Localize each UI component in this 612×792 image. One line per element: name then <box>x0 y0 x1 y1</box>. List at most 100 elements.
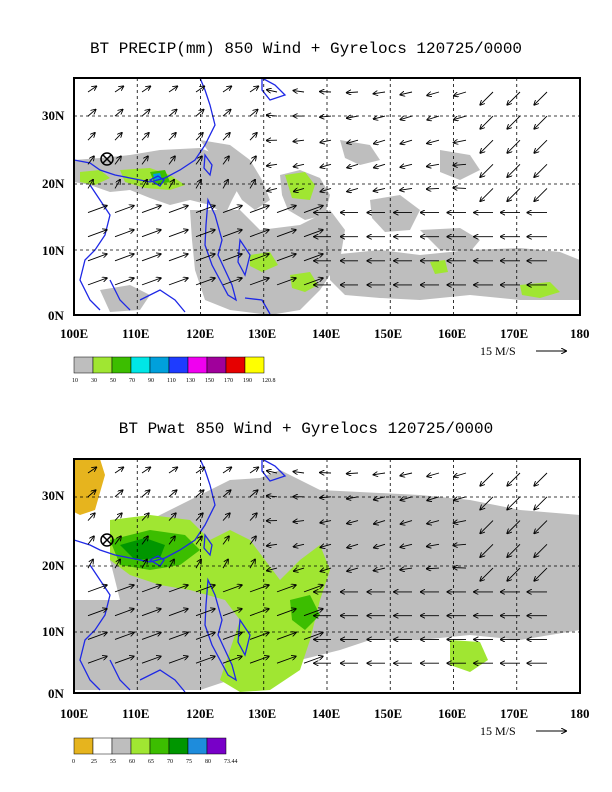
wind-vector <box>195 156 202 165</box>
wind-vector <box>276 278 296 286</box>
wind-vector <box>249 110 258 117</box>
lon-label: 130E <box>248 326 276 341</box>
wind-vector <box>400 568 413 570</box>
wind-vector <box>195 490 204 498</box>
lon-label: 150E <box>374 326 402 341</box>
legend-label: 80 <box>205 759 211 765</box>
wind-vector <box>222 110 231 117</box>
lon-label: 100E <box>60 706 88 721</box>
wind-vector <box>347 544 359 547</box>
legend-label: 90 <box>148 378 154 384</box>
wind-vector <box>249 230 269 238</box>
wind-vector <box>195 133 203 141</box>
wind-vector <box>320 521 332 523</box>
legend-swatch <box>130 356 151 374</box>
lon-label: 140E <box>312 326 340 341</box>
wind-vector <box>195 609 215 617</box>
lon-label: 120E <box>186 326 214 341</box>
wind-vector <box>114 110 123 117</box>
legend-label: 60 <box>129 759 135 765</box>
wind-vector <box>141 133 149 141</box>
wind-vector <box>276 206 296 213</box>
wind-vector <box>222 254 242 262</box>
wind-vector <box>195 206 215 213</box>
wind-vector <box>141 633 161 640</box>
wind-vector <box>141 156 148 165</box>
legend-swatch <box>111 356 132 374</box>
wind-vector <box>168 206 188 213</box>
wind-vector <box>276 585 296 593</box>
wind-vector <box>168 585 188 593</box>
wind-vector <box>294 568 305 571</box>
wind-vector <box>114 633 134 640</box>
circle-x-icon <box>100 152 114 166</box>
lon-label: 180 <box>570 326 590 341</box>
wind-vector <box>249 254 269 262</box>
wind-vector <box>303 206 323 213</box>
wind-vector <box>454 91 467 96</box>
wind-vector <box>195 467 204 474</box>
wind-vector <box>114 86 123 93</box>
wind-vector <box>114 206 134 213</box>
lon-label: 110E <box>122 706 149 721</box>
legend-label: 73.44 <box>224 759 238 765</box>
wind-vector <box>168 156 175 165</box>
wind-vector <box>267 164 278 166</box>
wind-vector <box>222 230 242 238</box>
wind-vector <box>249 467 258 474</box>
legend-label: 75 <box>186 759 192 765</box>
wind-vectors-top <box>87 86 548 286</box>
lon-label: 170E <box>500 706 528 721</box>
wind-vector <box>168 559 174 569</box>
wind-vector <box>141 206 161 213</box>
wind-vector <box>534 472 548 486</box>
wind-vector <box>534 139 548 153</box>
wind-vector <box>249 490 258 498</box>
wind-vector <box>276 230 296 238</box>
legend-swatch <box>111 737 132 755</box>
wind-vector <box>507 139 521 153</box>
wind-vector <box>222 609 242 617</box>
wind-vector <box>87 206 107 213</box>
wind-vector <box>507 164 521 177</box>
wind-vector <box>195 86 204 93</box>
wind-vector <box>114 133 122 141</box>
wind-vector <box>195 585 215 593</box>
wind-vector <box>453 544 467 545</box>
wind-vectors-bottom <box>87 467 548 664</box>
legend-label: 70 <box>129 378 135 384</box>
wind-vector <box>480 164 494 177</box>
wind-vector <box>222 559 228 569</box>
wind-vector <box>507 496 521 510</box>
wind-vector <box>222 513 230 521</box>
wind-vector <box>303 230 323 238</box>
legend-label: 130 <box>186 378 195 384</box>
wind-vector <box>534 188 548 201</box>
wind-vector <box>114 230 134 238</box>
wind-vector <box>87 86 96 93</box>
lat-label: 0N <box>48 686 65 701</box>
legend-swatch <box>168 737 189 755</box>
wind-vector <box>480 139 494 153</box>
legend-label: 25 <box>91 759 97 765</box>
scale-label: 15 M/S <box>480 724 516 738</box>
wind-vector <box>303 609 323 617</box>
frame-top <box>73 77 581 316</box>
wind-vector <box>267 496 278 497</box>
wind-vector <box>454 521 467 524</box>
wind-vector <box>534 115 548 129</box>
wind-vector <box>87 633 107 640</box>
lon-label: 120E <box>186 706 214 721</box>
wind-vector <box>114 467 123 474</box>
legend-label: 150 <box>205 378 214 384</box>
legend-label: 170 <box>224 378 233 384</box>
wind-vector <box>480 91 494 105</box>
wind-vector <box>320 544 332 547</box>
wind-vector <box>114 656 134 664</box>
legend-precip: 10 30 50 70 90 110 130 150 170 190 120.8 <box>72 356 276 384</box>
wind-vector <box>249 633 269 640</box>
legend-swatch <box>149 737 170 755</box>
wind-vector <box>141 110 150 117</box>
legend-label: 70 <box>167 759 173 765</box>
wind-vector <box>427 473 440 476</box>
